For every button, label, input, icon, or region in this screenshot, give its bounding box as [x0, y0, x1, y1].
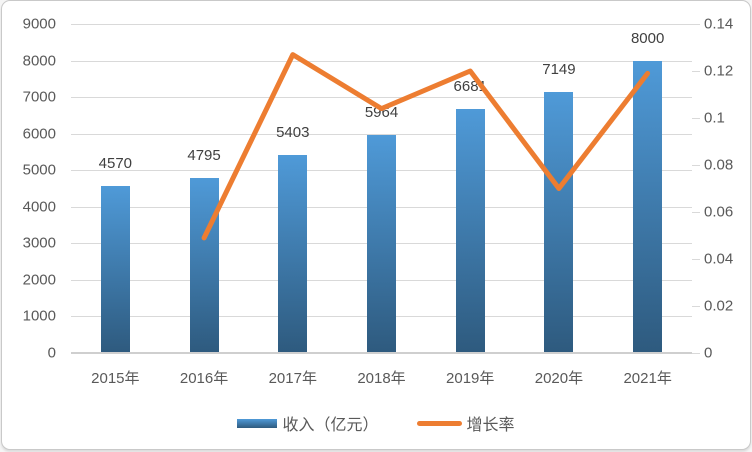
bar-data-label-2016年: 4795 [187, 146, 221, 164]
category-label-2015年: 2015年 [91, 370, 140, 387]
bar-data-label-2015年: 4570 [98, 154, 133, 172]
category-label-2016年: 2016年 [179, 370, 229, 387]
bar-2019年 [455, 108, 485, 353]
left-axis-tick-2000: 2000 [22, 271, 56, 289]
right-axis-tickmark-0.14 [692, 24, 700, 25]
gridline-6000 [71, 133, 692, 135]
category-label-2018年: 2018年 [357, 370, 406, 387]
right-axis-tick-0.1: 0.1 [704, 109, 725, 127]
right-axis-tickmark-0 [692, 353, 700, 354]
right-axis-tick-0.14: 0.14 [704, 15, 734, 33]
right-axis-tick-0.04: 0.04 [704, 250, 734, 268]
bar-data-label-2020年: 7149 [542, 60, 576, 78]
right-axis-tickmark-0.04 [692, 259, 700, 260]
x-axis-line [71, 352, 692, 354]
bar-2021年 [633, 60, 663, 353]
left-axis-tick-8000: 8000 [22, 52, 56, 70]
right-axis-tickmark-0.06 [692, 212, 700, 213]
right-axis-tick-0: 0 [704, 344, 713, 362]
left-axis-tick-3000: 3000 [22, 234, 56, 252]
legend-label-revenue: 收入（亿元） [282, 417, 379, 434]
left-axis-tick-6000: 6000 [22, 125, 56, 143]
category-label-2017年: 2017年 [268, 370, 317, 387]
bar-series-swatch [237, 418, 278, 428]
legend-item-revenue: 收入（亿元） [237, 411, 379, 435]
bar-data-label-2021年: 8000 [630, 29, 665, 47]
bar-2018年 [367, 134, 396, 353]
right-axis-tickmark-0.08 [692, 165, 700, 166]
gridline-8000 [71, 60, 692, 62]
right-axis-tick-0.06: 0.06 [704, 203, 734, 221]
left-axis-tick-9000: 9000 [22, 15, 56, 33]
right-axis-tick-0.02: 0.02 [704, 297, 734, 315]
bar-2020年 [544, 91, 574, 353]
gridline-7000 [71, 97, 692, 99]
legend: 收入（亿元） 增长率 [2, 409, 750, 437]
left-axis-tick-7000: 7000 [22, 88, 56, 106]
left-axis-tick-0: 0 [47, 344, 56, 362]
right-axis-tick-0.08: 0.08 [704, 156, 734, 174]
right-axis-tickmark-0.12 [692, 71, 700, 72]
category-label-2021年: 2021年 [623, 370, 672, 387]
right-axis-tickmark-0.02 [692, 306, 700, 307]
gridline-9000 [71, 24, 692, 25]
category-label-2019年: 2019年 [446, 370, 495, 387]
left-axis-tick-5000: 5000 [22, 161, 56, 179]
growth-rate-line [201, 52, 651, 241]
legend-item-growth-rate: 增长率 [416, 411, 515, 435]
legend-label-growth-rate: 增长率 [466, 417, 515, 434]
bar-2015年 [100, 185, 130, 353]
left-axis-tick-4000: 4000 [22, 198, 56, 216]
bar-2017年 [278, 155, 308, 353]
bar-2016年 [189, 177, 219, 353]
bar-data-label-2018年: 5964 [364, 103, 399, 121]
left-axis-tick-1000: 1000 [22, 307, 56, 325]
category-label-2020年: 2020年 [534, 370, 584, 387]
right-axis-tick-0.12: 0.12 [704, 62, 734, 80]
growth-rate-line-layer [201, 52, 651, 241]
line-series-swatch [416, 420, 462, 426]
bar-data-label-2017年: 5403 [276, 124, 310, 142]
right-axis-tickmark-0.1 [692, 118, 700, 119]
